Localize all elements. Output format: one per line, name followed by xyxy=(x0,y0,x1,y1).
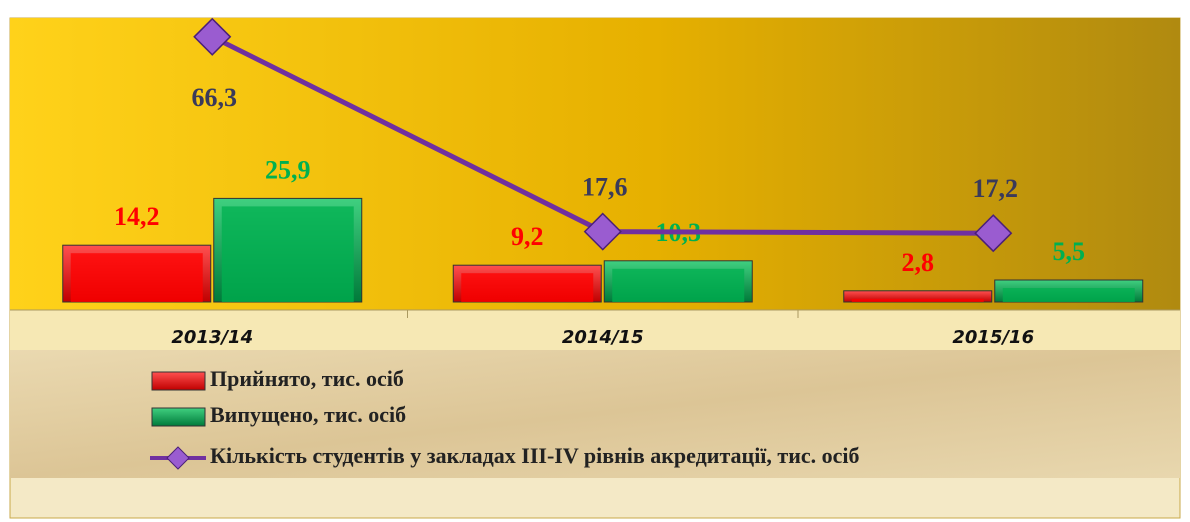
data-label: 17,2 xyxy=(973,174,1019,203)
bar-bevel xyxy=(851,298,984,302)
data-label: 25,9 xyxy=(265,155,311,184)
x-tick-label: 2014/15 xyxy=(562,327,644,348)
x-tick-label: 2015/16 xyxy=(952,327,1034,348)
data-label: 66,3 xyxy=(192,83,238,112)
legend-label: Випущено, тис. осіб xyxy=(210,402,406,427)
marker xyxy=(193,17,232,56)
bar-bevel xyxy=(221,206,354,302)
bar-bevel xyxy=(461,273,594,302)
legend-label: Прийнято, тис. осіб xyxy=(210,366,404,391)
data-label: 2,8 xyxy=(902,248,935,277)
category-band xyxy=(10,310,1180,350)
bar-bevel xyxy=(70,253,203,302)
x-tick-label: 2013/14 xyxy=(171,327,253,348)
legend-label: Кількість студентів у закладах ІІІ-IV рі… xyxy=(210,443,860,468)
marker xyxy=(583,212,622,251)
bar-bevel xyxy=(1002,288,1135,302)
data-label: 17,6 xyxy=(582,173,628,202)
marker xyxy=(974,214,1013,253)
data-label: 14,2 xyxy=(114,202,160,231)
data-label: 9,2 xyxy=(511,222,544,251)
legend-swatch xyxy=(151,407,206,427)
legend-swatch xyxy=(151,371,206,391)
data-label: 5,5 xyxy=(1053,237,1086,266)
bar-bevel xyxy=(612,268,745,302)
legend-marker xyxy=(166,446,190,470)
